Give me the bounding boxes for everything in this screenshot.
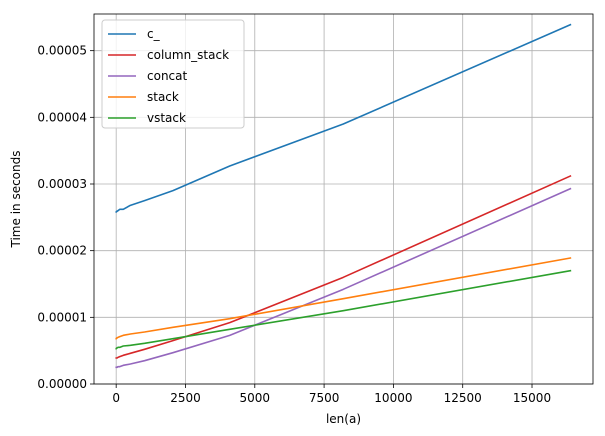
x-axis-label: len(a) [326, 412, 361, 426]
legend-entry: concat [108, 69, 187, 83]
series-line-stack [115, 257, 572, 340]
x-tick-label: 2500 [170, 391, 201, 405]
series-lines [115, 23, 572, 369]
legend-entry: column_stack [108, 48, 229, 62]
legend-box [101, 19, 245, 129]
x-tick-label: 5000 [240, 391, 271, 405]
y-axis-ticks: 0.00000 0.00001 0.00002 0.00003 0.00004 0.000… [37, 44, 94, 391]
x-tick-label: 7500 [309, 391, 340, 405]
x-tick-label: 10000 [374, 391, 412, 405]
y-tick-label: 0.00002 [37, 244, 87, 258]
legend-label: vstack [147, 111, 186, 125]
x-axis-ticks: 0 2500 5000 7500 10000 12500 15000 [112, 384, 551, 405]
series-line-concat [115, 187, 572, 369]
series-line-vstack [115, 269, 572, 350]
y-tick-label: 0.00004 [37, 110, 87, 124]
y-axis-label: Time in seconds [9, 151, 23, 249]
y-tick-label: 0.00001 [37, 310, 87, 324]
x-tick-label: 15000 [513, 391, 551, 405]
legend-label: stack [147, 90, 179, 104]
x-tick-label: 0 [112, 391, 120, 405]
legend-entry: vstack [108, 111, 186, 125]
legend-label: concat [147, 69, 187, 83]
x-tick-label: 12500 [444, 391, 482, 405]
y-tick-label: 0.00005 [37, 44, 87, 58]
y-tick-label: 0.00000 [37, 377, 87, 391]
legend-entry: stack [108, 90, 179, 104]
plot-frame [93, 13, 594, 385]
y-tick-label: 0.00003 [37, 177, 87, 191]
series-line-column-stack [115, 174, 572, 359]
legend-entry: c_ [108, 27, 161, 41]
legend-label: column_stack [147, 48, 229, 62]
series-line-c [115, 23, 572, 213]
legend-label: c_ [147, 27, 161, 41]
